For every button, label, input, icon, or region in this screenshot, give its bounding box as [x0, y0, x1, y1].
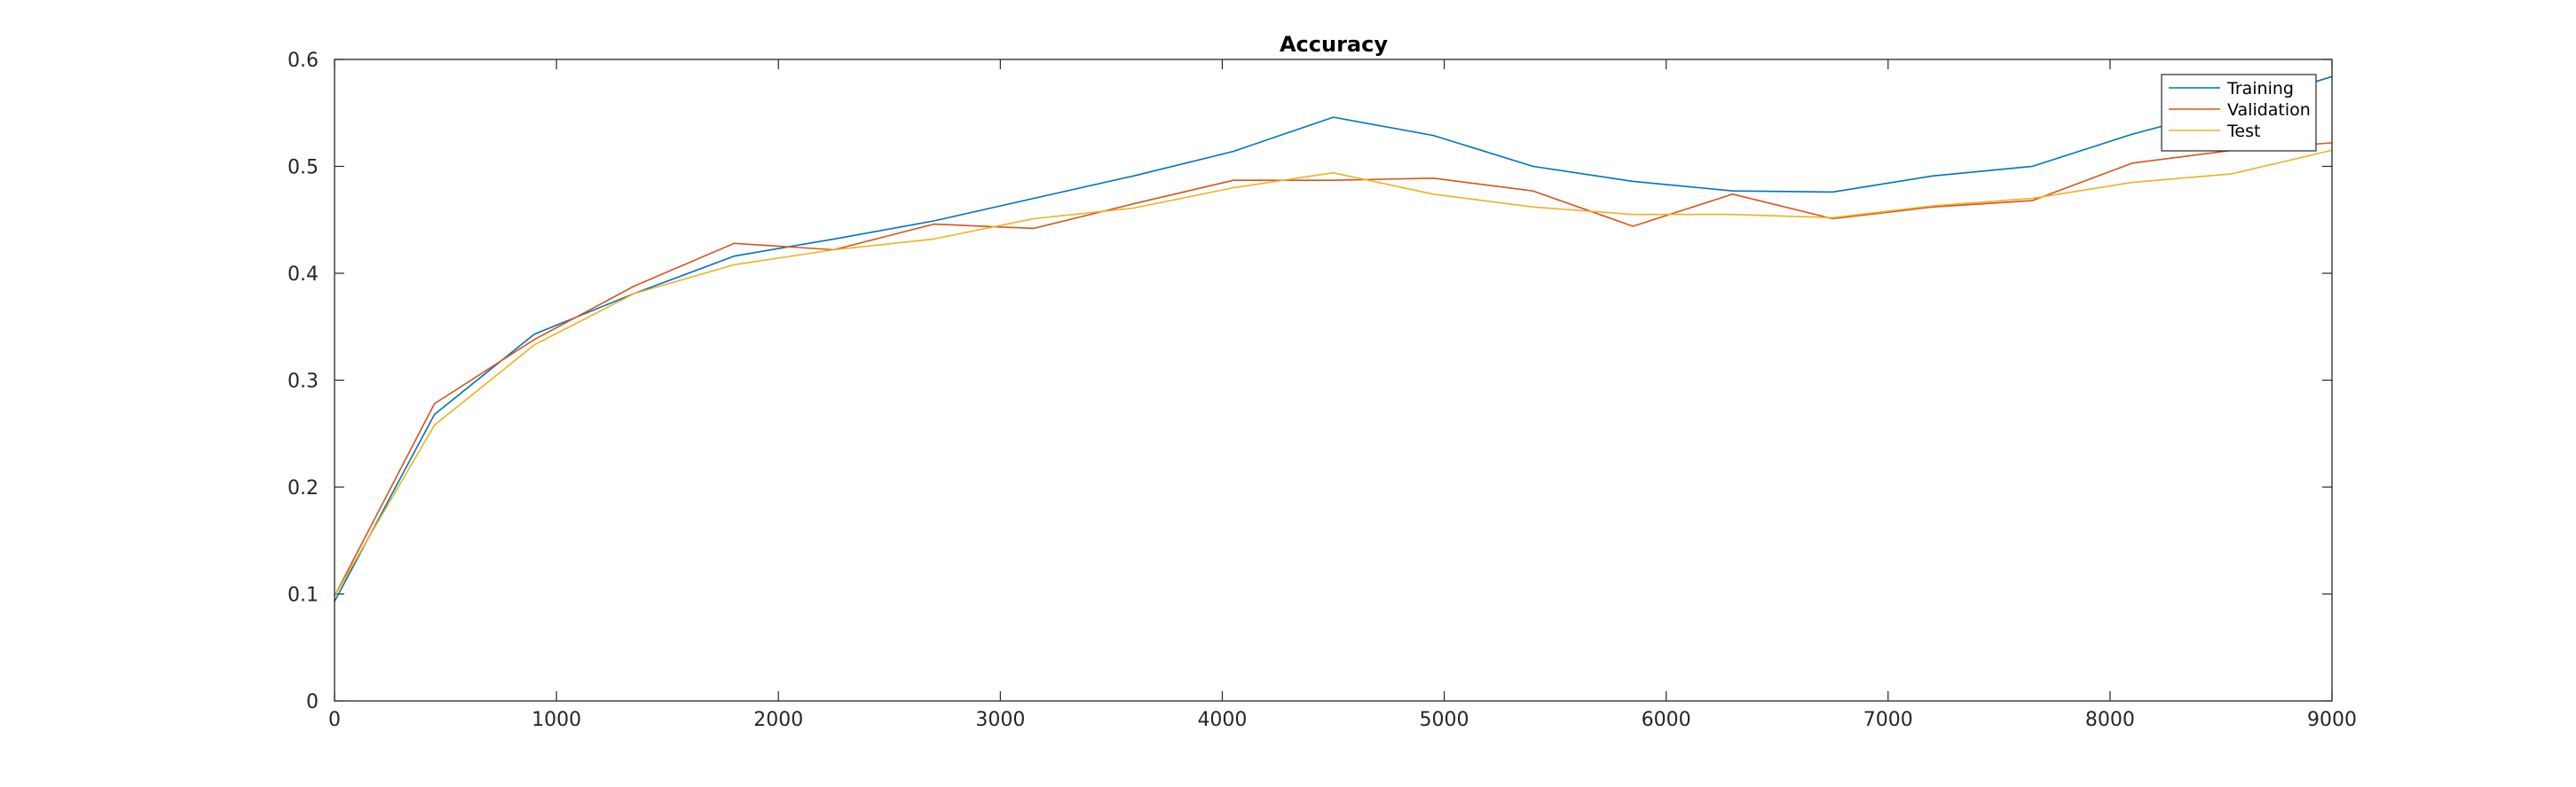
legend-label: Validation	[2227, 100, 2311, 120]
y-tick-label: 0.3	[288, 371, 319, 393]
y-tick-label: 0.4	[288, 264, 319, 286]
legend-label: Test	[2226, 122, 2260, 141]
x-tick-label: 1000	[532, 709, 581, 731]
axis-ticks: 0 1000 2000 3000 4000 5000 6000 7000 8000 9000 0 0.…	[288, 50, 2357, 731]
legend: Training Validation Test	[2161, 74, 2317, 152]
series-line-test	[334, 149, 2333, 597]
x-tick-label: 0	[328, 709, 341, 731]
x-tick-label: 3000	[975, 709, 1025, 731]
y-tick-label: 0.1	[288, 585, 319, 607]
x-tick-label: 8000	[2085, 709, 2135, 731]
series-layer	[334, 75, 2333, 602]
series-line-training	[334, 75, 2333, 602]
y-tick-label: 0.2	[288, 477, 319, 500]
x-tick-label: 4000	[1197, 709, 1247, 731]
chart-title: Accuracy	[1280, 32, 1388, 57]
x-tick-label: 6000	[1642, 709, 1691, 731]
x-tick-label: 5000	[1420, 709, 1469, 731]
y-tick-label: 0.5	[288, 157, 319, 179]
plot-area	[335, 59, 2332, 701]
x-tick-label: 2000	[753, 709, 803, 731]
x-tick-label: 7000	[1863, 709, 1913, 731]
x-tick-label: 9000	[2307, 709, 2357, 731]
series-line-validation	[334, 142, 2333, 597]
y-tick-label: 0	[306, 691, 319, 713]
y-tick-label: 0.6	[288, 50, 319, 72]
legend-label: Training	[2226, 79, 2294, 98]
axes-box	[334, 59, 2333, 702]
